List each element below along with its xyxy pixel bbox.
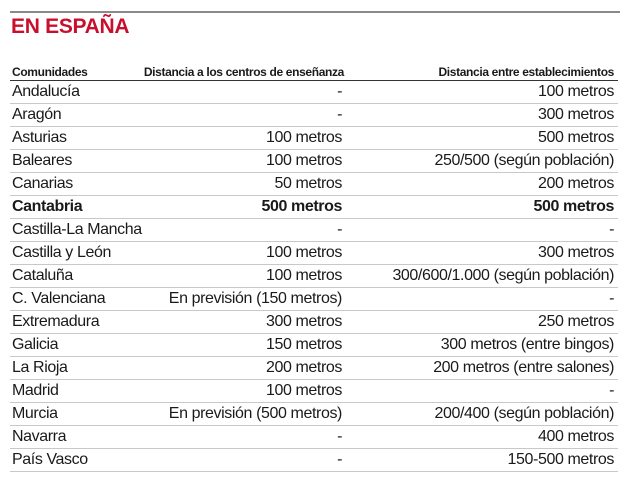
- distance-establishments-cell: 400 metros: [537, 428, 614, 445]
- table-row: C. Valenciana En previsión (150 metros) -: [10, 288, 618, 311]
- distance-establishments-cell: 200 metros: [537, 175, 614, 192]
- distance-schools-cell: -: [337, 106, 342, 123]
- table-row: Extremadura 300 metros 250 metros: [10, 311, 618, 334]
- distance-establishments-cell: 500 metros: [537, 129, 614, 146]
- distance-schools-cell: 50 metros: [274, 175, 342, 192]
- community-cell: Canarias: [12, 175, 73, 192]
- header-comunidades: Comunidades: [12, 65, 88, 79]
- table-row: Galicia 150 metros 300 metros (entre bingo…: [10, 334, 618, 357]
- distance-schools-cell: 100 metros: [265, 152, 342, 169]
- community-cell: C. Valenciana: [12, 290, 106, 307]
- section-title: EN ESPAÑA: [11, 15, 130, 38]
- table-row: Cataluña 100 metros 300/600/1.000 (según p…: [10, 265, 618, 288]
- community-cell: Cantabria: [12, 198, 83, 215]
- top-rule: [10, 11, 620, 13]
- table-row: Asturias 100 metros 500 metros: [10, 127, 618, 150]
- community-cell: Extremadura: [12, 313, 100, 330]
- community-cell: Galicia: [12, 336, 59, 353]
- distance-table: Comunidades Distancia a los centros de e…: [10, 61, 618, 472]
- table-row: Castilla-La Mancha - -: [10, 219, 618, 242]
- community-cell: Aragón: [12, 106, 62, 123]
- table-row: Murcia En previsión (500 metros) 200/400 (…: [10, 403, 618, 426]
- distance-schools-cell: En previsión (150 metros): [168, 290, 343, 307]
- distance-schools-cell: 150 metros: [265, 336, 342, 353]
- community-cell: Castilla-La Mancha: [12, 221, 142, 238]
- distance-schools-cell: 100 metros: [265, 267, 342, 284]
- distance-establishments-cell: 300 metros: [537, 244, 614, 261]
- distance-schools-cell: -: [337, 451, 342, 468]
- community-cell: La Rioja: [12, 359, 68, 376]
- table-row: Cantabria 500 metros 500 metros: [10, 196, 618, 219]
- distance-establishments-cell: 250 metros: [537, 313, 614, 330]
- community-cell: País Vasco: [12, 451, 88, 468]
- distance-schools-cell: 100 metros: [265, 244, 342, 261]
- header-establecimientos: Distancia entre establecimientos: [438, 65, 614, 79]
- distance-establishments-cell: 200/400 (según población): [434, 405, 615, 422]
- distance-establishments-cell: 500 metros: [533, 198, 615, 215]
- table-row: Baleares 100 metros 250/500 (según poblaci…: [10, 150, 618, 173]
- table-row: Castilla y León 100 metros 300 metros: [10, 242, 618, 265]
- community-cell: Castilla y León: [12, 244, 111, 261]
- distance-establishments-cell: -: [609, 290, 614, 307]
- table-row: La Rioja 200 metros 200 metros (entre salo…: [10, 357, 618, 380]
- distance-establishments-cell: -: [609, 382, 614, 399]
- distance-establishments-cell: 200 metros (entre salones): [433, 359, 614, 376]
- distance-establishments-cell: 100 metros: [537, 83, 614, 100]
- distance-schools-cell: En previsión (500 metros): [168, 405, 343, 422]
- distance-schools-cell: 100 metros: [265, 382, 342, 399]
- distance-schools-cell: 100 metros: [265, 129, 342, 146]
- distance-schools-cell: 500 metros: [261, 198, 343, 215]
- distance-establishments-cell: 250/500 (según población): [434, 152, 615, 169]
- table-row: Navarra - 400 metros: [10, 426, 618, 449]
- table-row: Aragón - 300 metros: [10, 104, 618, 127]
- distance-establishments-cell: -: [609, 221, 614, 238]
- community-cell: Asturias: [12, 129, 67, 146]
- table-header: Comunidades Distancia a los centros de e…: [10, 61, 618, 81]
- table-row: Canarias 50 metros 200 metros: [10, 173, 618, 196]
- header-centros: Distancia a los centros de enseñanza: [143, 65, 345, 79]
- community-cell: Cataluña: [12, 267, 73, 284]
- distance-schools-cell: -: [337, 221, 342, 238]
- table-row: Madrid 100 metros -: [10, 380, 618, 403]
- distance-establishments-cell: 300 metros (entre bingos): [440, 336, 615, 353]
- community-cell: Murcia: [12, 405, 58, 422]
- distance-establishments-cell: 300 metros: [537, 106, 614, 123]
- distance-establishments-cell: 150-500 metros: [507, 451, 615, 468]
- community-cell: Navarra: [12, 428, 67, 445]
- distance-schools-cell: 300 metros: [265, 313, 342, 330]
- distance-schools-cell: -: [337, 83, 342, 100]
- distance-establishments-cell: 300/600/1.000 (según población): [392, 267, 614, 284]
- table-row: País Vasco - 150-500 metros: [10, 449, 618, 472]
- distance-schools-cell: -: [337, 428, 342, 445]
- community-cell: Andalucía: [12, 83, 80, 100]
- distance-schools-cell: 200 metros: [265, 359, 342, 376]
- table-row: Andalucía - 100 metros: [10, 81, 618, 104]
- community-cell: Baleares: [12, 152, 72, 169]
- community-cell: Madrid: [12, 382, 59, 399]
